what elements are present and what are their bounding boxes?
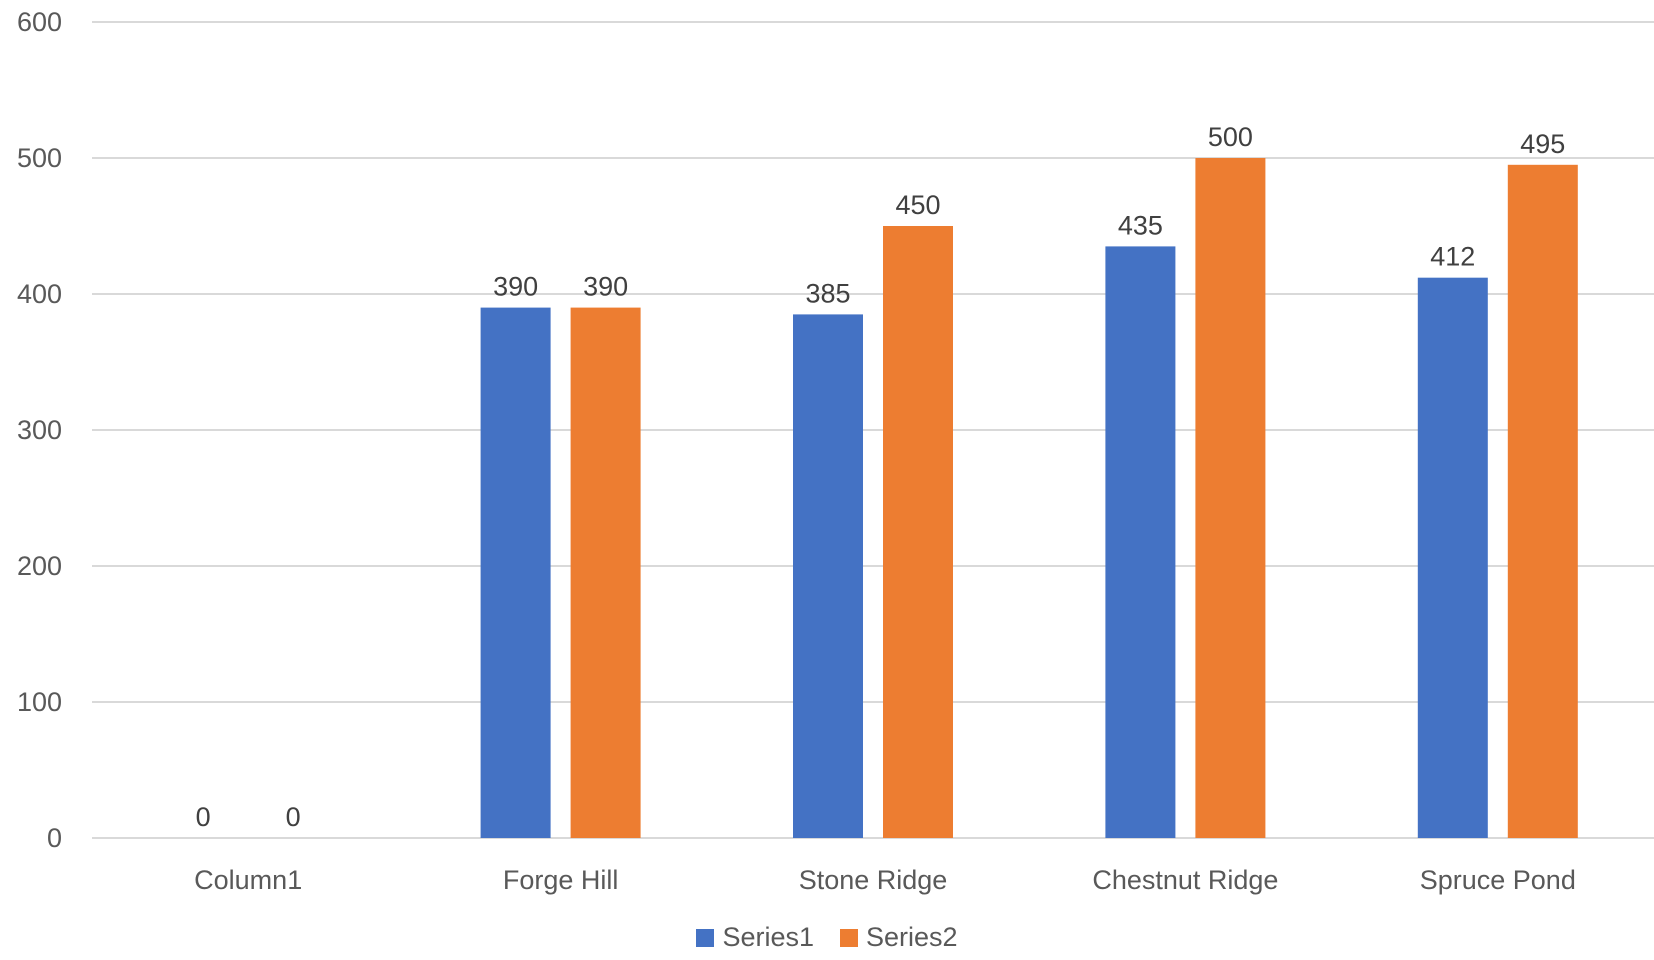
data-label: 500 [1208,122,1253,152]
bar-series2 [570,307,641,839]
legend-label: Series2 [866,922,958,952]
y-tick-label: 200 [17,551,62,581]
data-labels: 0 0 390 390 385 450 435 500 412 495 [196,122,1566,832]
legend-item: Series2 [840,922,958,953]
gridlines [92,21,1654,839]
data-label: 435 [1118,210,1163,240]
x-category-label: Column1 [194,865,302,895]
data-label: 450 [895,190,940,220]
bar-series1 [480,307,551,839]
bar-series1 [793,314,863,838]
bar-series1 [1417,277,1488,838]
legend-label: Series1 [722,922,814,952]
bar-series1 [1105,246,1176,838]
y-tick-label: 600 [17,7,62,37]
data-label: 412 [1430,242,1475,272]
x-category-label: Stone Ridge [799,865,948,895]
y-tick-label: 300 [17,415,62,445]
legend-swatch [840,928,858,947]
bar-series2 [883,226,953,838]
data-label: 0 [286,802,301,832]
x-category-label: Chestnut Ridge [1092,865,1278,895]
bar-chart: 0 100 200 300 400 500 600 0 0 390 390 385 450 435 500… [17,7,1654,895]
legend-swatch [696,928,715,947]
x-category-label: Spruce Pond [1420,865,1576,895]
bars [480,158,1578,839]
data-label: 390 [493,272,538,302]
legend-item: Series1 [696,922,814,953]
x-category-label: Forge Hill [503,865,619,895]
y-tick-label: 0 [47,823,62,853]
y-axis-ticks: 0 100 200 300 400 500 600 [17,7,62,853]
y-tick-label: 100 [17,687,62,717]
y-tick-label: 500 [17,143,62,173]
bar-series2 [1507,164,1578,839]
data-label: 390 [583,272,628,302]
data-label: 385 [805,278,850,308]
y-tick-label: 400 [17,279,62,309]
data-label: 495 [1520,129,1565,159]
bar-series2 [1195,158,1266,838]
data-label: 0 [196,802,211,832]
legend: Series1 Series2 [0,922,1654,953]
x-axis-categories: Column1 Forge Hill Stone Ridge Chestnut Rid… [194,865,1576,895]
